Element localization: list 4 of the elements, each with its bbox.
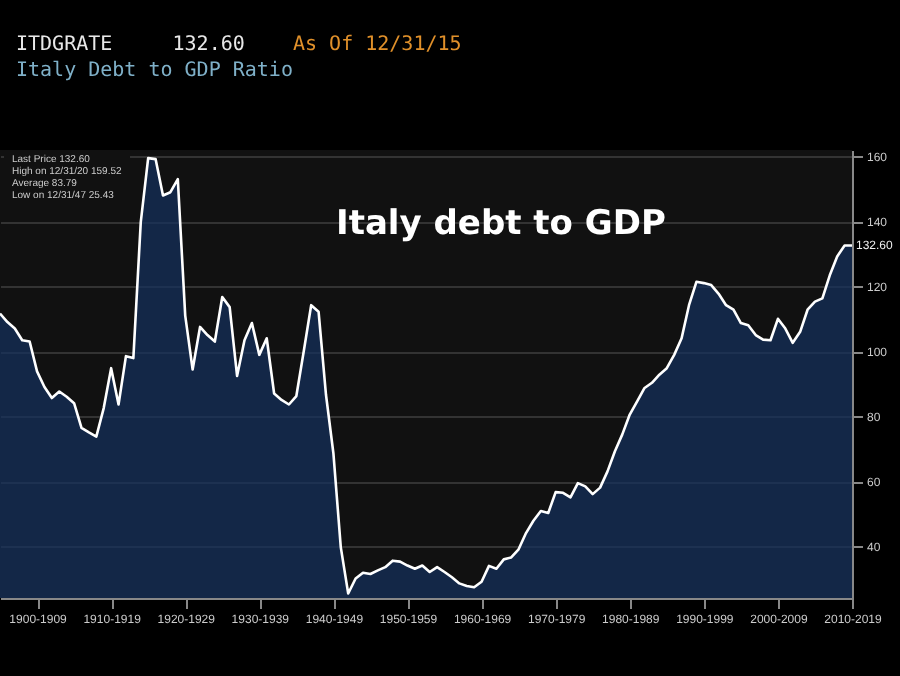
text: ITDGRATE 132.60 [16,34,247,56]
chart-subtitle: Italy Debt to GDP Ratio [16,60,293,82]
text: Italy debt to GDP [336,204,666,244]
text: As Of 12/31/15 [292,34,464,56]
